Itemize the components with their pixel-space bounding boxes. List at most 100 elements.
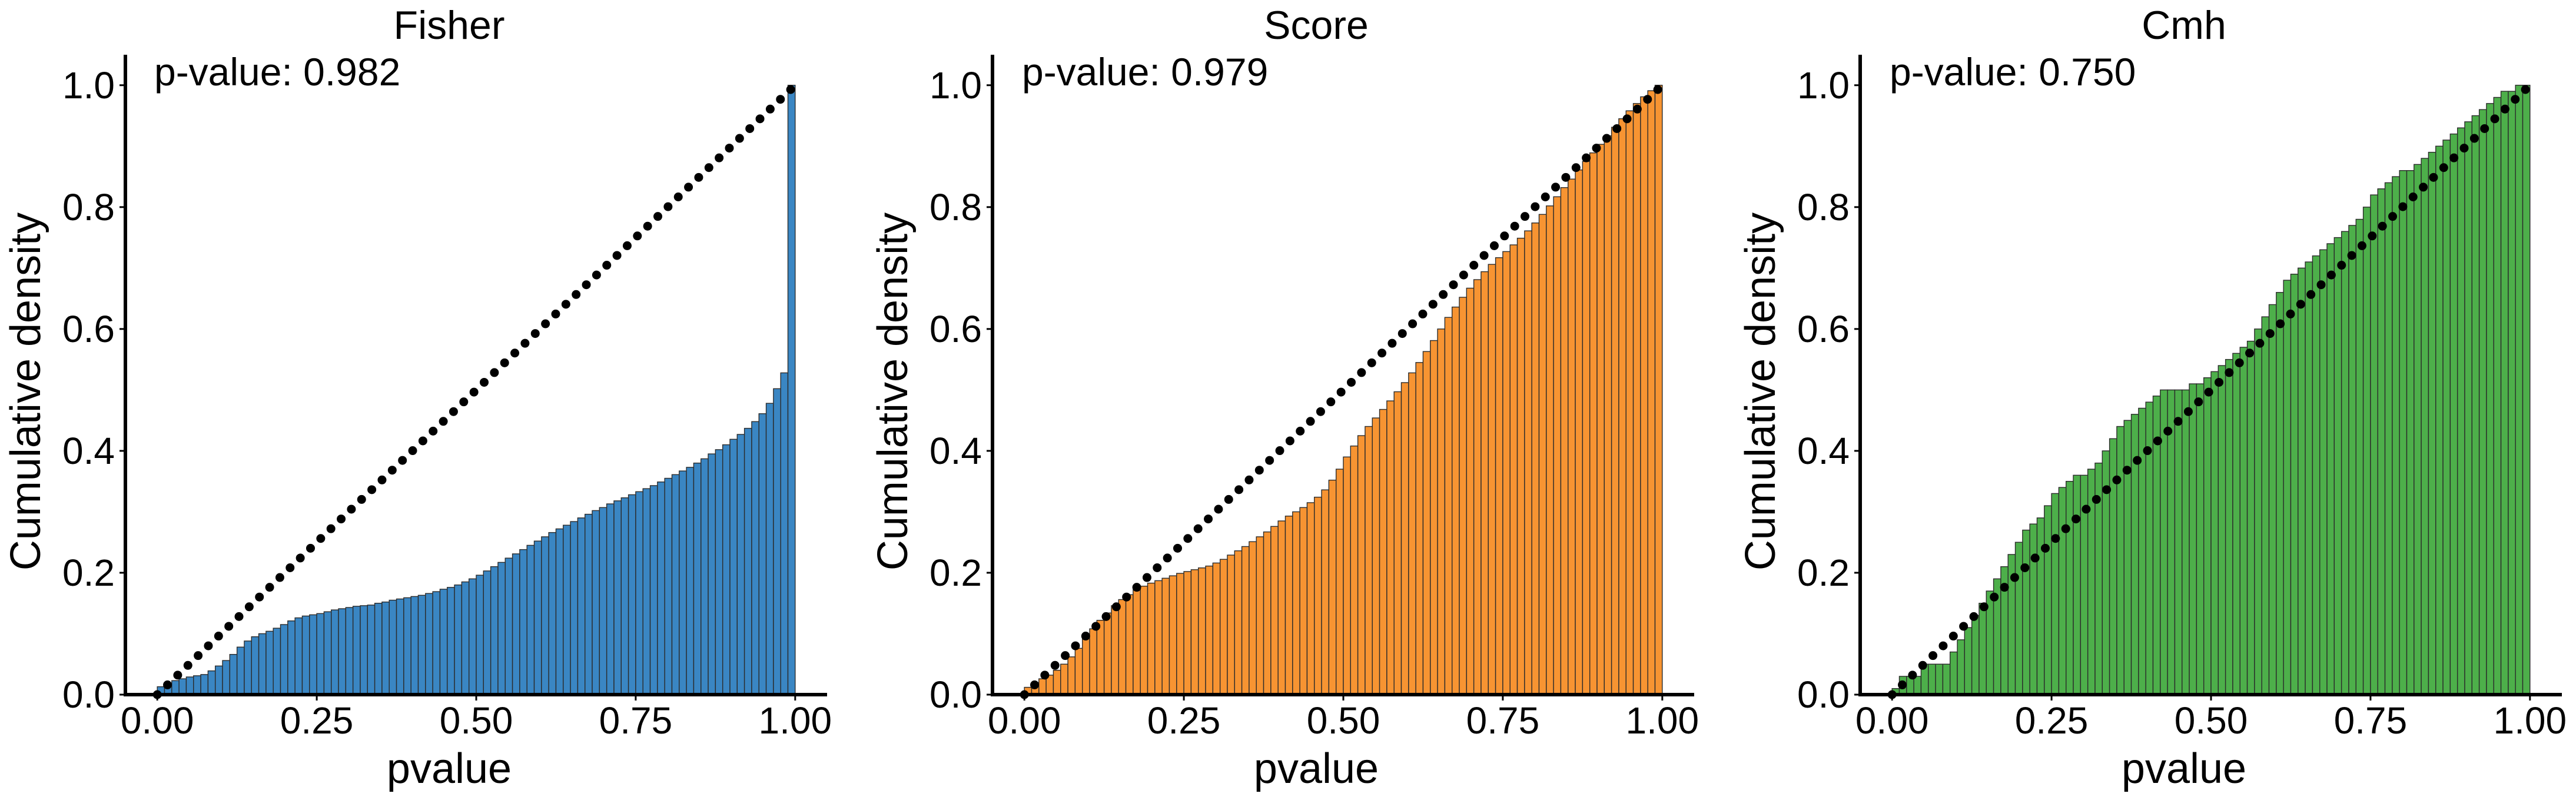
histogram-bar [1147, 582, 1156, 695]
y-tick-label: 0.8 [62, 186, 115, 228]
tick-layer: 0.00 0.25 0.50 0.75 1.00 0.0 0.2 0.4 0.6 0.8 1.0 [62, 64, 832, 742]
histogram-bar [2442, 140, 2451, 695]
histogram-bar [439, 589, 448, 695]
histogram-bar [577, 517, 586, 695]
histogram-bar [396, 598, 404, 695]
histogram-bar [294, 617, 303, 695]
y-axis-label: Cumulative density [869, 213, 917, 570]
histogram-bar [1096, 619, 1105, 695]
histogram-bar [1654, 85, 1663, 695]
histogram-bar [780, 372, 789, 695]
histogram-bar [533, 540, 542, 695]
histogram-bar [1133, 589, 1141, 695]
histogram-bars [1891, 85, 2531, 695]
histogram-bar [214, 665, 223, 695]
histogram-bar [2486, 103, 2494, 695]
histogram-bar [715, 449, 723, 695]
y-tick-label: 0.2 [62, 552, 115, 594]
histogram-bar [2182, 389, 2190, 695]
histogram-bar [1219, 559, 1228, 695]
histogram-bar [2029, 523, 2038, 695]
uniform-reference-line [1020, 81, 1667, 699]
histogram-bar [1198, 567, 1206, 695]
histogram-bar [1386, 400, 1395, 695]
histogram-bar [1488, 264, 1496, 695]
histogram-bar [1169, 575, 1177, 695]
histogram-bar [2493, 97, 2502, 695]
histogram-bar [2196, 383, 2205, 695]
histogram-bar [2478, 109, 2487, 695]
histogram-bar [1350, 445, 1359, 695]
x-tick-label: 0.00 [1855, 699, 1929, 742]
histogram-bar [2066, 480, 2074, 695]
histogram-bar [258, 633, 267, 695]
histogram-bar [1509, 244, 1518, 695]
histogram-bar [2051, 493, 2060, 695]
tick-layer: 0.00 0.25 0.50 0.75 1.00 0.0 0.2 0.4 0.6 0.8 1.0 [930, 64, 1699, 742]
histogram-bar [693, 462, 702, 695]
histogram-bar [548, 532, 557, 695]
y-tick-label: 0.6 [62, 308, 115, 350]
histogram-bar [1647, 90, 1656, 695]
x-tick-label: 0.25 [280, 699, 354, 742]
y-tick-label: 1.0 [930, 64, 982, 107]
histogram-bar [1575, 169, 1584, 695]
histogram-bar [758, 413, 767, 695]
histogram-bar [309, 614, 317, 695]
histogram-bar [1321, 489, 1330, 695]
histogram-bar [1292, 511, 1300, 695]
histogram-bar [751, 421, 759, 695]
histogram-bar [1328, 479, 1337, 695]
histogram-bar [2428, 151, 2436, 695]
histogram-bar [2225, 358, 2233, 695]
histogram-bar [1422, 351, 1431, 695]
x-tick-label: 0.00 [121, 699, 194, 742]
histogram-bar [1408, 372, 1416, 695]
histogram-bar [606, 503, 615, 695]
y-tick-label: 0.8 [930, 186, 982, 228]
histogram-bar [570, 521, 579, 695]
histogram-bar [2044, 505, 2052, 695]
histogram-bar [2341, 231, 2349, 695]
y-tick-label: 0.4 [1797, 430, 1850, 472]
histogram-bar [1335, 469, 1344, 695]
histogram-bar [1060, 663, 1068, 695]
histogram-bar [2218, 365, 2226, 695]
histogram-bar [657, 482, 665, 695]
histogram-bar [2123, 420, 2132, 695]
histogram-bar [1190, 569, 1199, 695]
y-tick-label: 1.0 [62, 64, 115, 107]
y-tick-label: 0.8 [1797, 186, 1850, 228]
histogram-bar [1161, 577, 1170, 695]
histogram-bar [2377, 188, 2386, 695]
histogram-bar [200, 674, 209, 695]
histogram-bar [563, 525, 571, 695]
y-tick-label: 1.0 [1797, 64, 1850, 107]
histogram-bar [352, 606, 361, 695]
panel-title: Fisher [394, 3, 505, 48]
histogram-bar [708, 453, 716, 695]
histogram-bar [2384, 182, 2393, 695]
histogram-bar [1444, 317, 1453, 695]
histogram-bar [628, 494, 636, 695]
histogram-bar [1241, 546, 1250, 695]
histogram-bar [1618, 118, 1626, 695]
histogram-bar [1154, 580, 1163, 695]
histogram-bar [1516, 237, 1525, 695]
histogram-bar [2160, 389, 2168, 695]
histogram-bar [585, 513, 593, 695]
x-tick-label: 0.75 [2334, 699, 2408, 742]
histogram-bar [1343, 456, 1352, 695]
histogram-bar [664, 477, 673, 695]
histogram-bar [555, 528, 564, 695]
histogram-bar [301, 615, 310, 695]
histogram-bar [360, 605, 368, 695]
histogram-bar [244, 640, 252, 695]
x-axis-label: pvalue [387, 745, 512, 792]
histogram-bar [2232, 353, 2240, 695]
histogram-bar [1205, 565, 1214, 695]
panel-title: Score [1264, 3, 1369, 48]
histogram-bar [287, 620, 296, 695]
histogram-bar [1913, 676, 1922, 695]
histogram-bar [1949, 651, 1958, 695]
